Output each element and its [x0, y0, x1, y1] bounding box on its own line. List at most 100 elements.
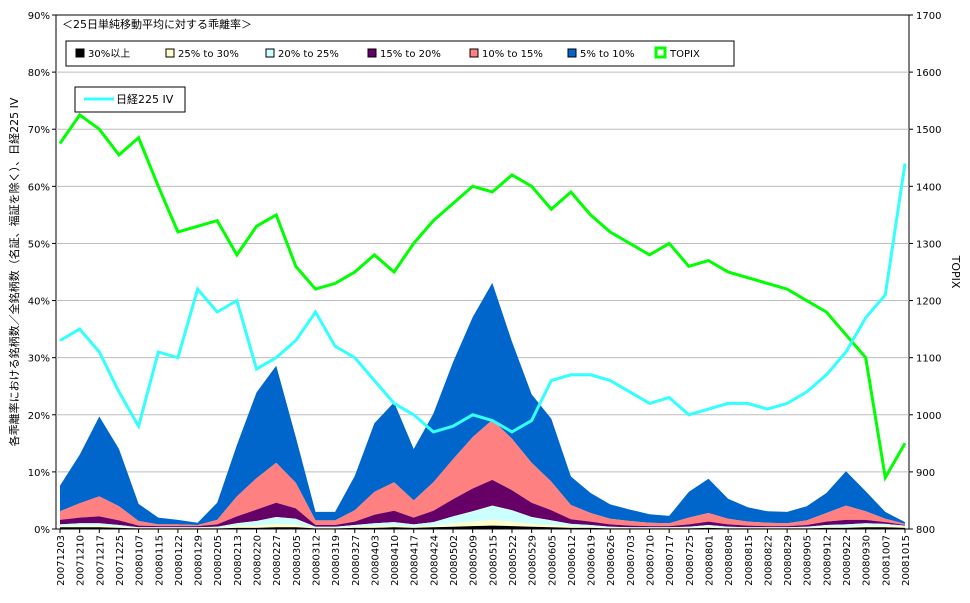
legend-box	[65, 40, 735, 67]
stacked-areas	[60, 282, 905, 529]
x-tick-label: 20080815	[744, 535, 755, 586]
right-tick-label: 1400	[916, 182, 941, 193]
right-tick-label: 800	[916, 525, 935, 536]
x-tick-label: 20080227	[272, 535, 283, 586]
x-tick-label: 20080220	[253, 535, 264, 586]
y-axis-left-label: 各乖離率における銘柄数／全銘柄数（名証、福証を除く）、日経225 IV	[7, 97, 21, 446]
x-tick-label: 20080410	[390, 535, 401, 586]
left-tick-label: 80%	[28, 68, 50, 79]
legend-swatch	[567, 48, 577, 58]
x-tick-label: 20080626	[606, 535, 617, 586]
area-15-to-20-	[60, 479, 905, 528]
x-tick-label: 20071225	[115, 535, 126, 586]
area-10-to-15-	[60, 419, 905, 527]
chart-title: ＜25日単純移動平均に対する乖離率＞	[62, 17, 252, 31]
x-tick-label: 20080327	[351, 535, 362, 586]
right-tick-label: 900	[916, 468, 935, 479]
right-tick-label: 1000	[916, 411, 941, 422]
x-tick-label: 20081007	[881, 535, 892, 586]
x-tick-label: 20080417	[410, 535, 421, 586]
legend-swatch	[165, 48, 175, 58]
legend-label: 25% to 30%	[178, 49, 239, 60]
legend-label: 日経225 IV	[116, 93, 174, 106]
x-tick-label: 20071203	[56, 535, 67, 586]
x-tick-label: 20080213	[233, 535, 244, 586]
x-tick-label: 20080509	[469, 535, 480, 586]
area-30-	[60, 525, 905, 529]
legend-swatch	[469, 48, 479, 58]
x-axis: 20071203 20071210 20071217 20071225 20080107…	[56, 529, 912, 586]
x-tick-label: 20080922	[842, 535, 853, 586]
x-tick-label: 20071210	[76, 535, 87, 586]
x-tick-label: 20080801	[705, 535, 716, 586]
x-tick-label: 20071217	[95, 535, 106, 586]
x-tick-label: 20080710	[646, 535, 657, 586]
x-tick-label: 20080205	[213, 535, 224, 586]
x-tick-label: 20080717	[665, 535, 676, 586]
x-tick-label: 20080522	[508, 535, 519, 586]
left-tick-label: 30%	[28, 354, 50, 365]
legend-label: 15% to 20%	[380, 49, 441, 60]
left-tick-label: 40%	[28, 297, 50, 308]
legend-label: 5% to 10%	[580, 49, 635, 60]
iv-line	[59, 163, 907, 434]
legend-label: 10% to 15%	[482, 49, 543, 60]
legend: 30%以上 25% to 30% 20% to 25% 15% to 20% 10% t…	[65, 40, 735, 67]
legend-iv: 日経225 IV	[74, 86, 186, 113]
x-tick-label: 20080312	[312, 535, 323, 586]
left-tick-label: 20%	[28, 411, 50, 422]
legend-swatch	[265, 48, 275, 58]
left-tick-label: 50%	[28, 239, 50, 250]
topix-line	[58, 112, 907, 483]
left-tick-label: 0%	[34, 525, 50, 536]
x-tick-label: 20080829	[783, 535, 794, 586]
legend-label: 30%以上	[88, 48, 130, 60]
x-tick-label: 20080912	[822, 535, 833, 586]
x-tick-label: 20080930	[862, 535, 873, 586]
left-tick-label: 90%	[28, 11, 50, 22]
legend-label: 20% to 25%	[278, 49, 339, 60]
x-tick-label: 20080619	[587, 535, 598, 586]
area-5-to-10-	[60, 282, 905, 525]
legend-swatch	[75, 48, 85, 58]
left-tick-label: 70%	[28, 125, 50, 136]
right-tick-label: 1300	[916, 239, 941, 250]
line-series	[58, 112, 907, 483]
area-25-to-30-	[60, 519, 905, 529]
right-axis: 800 900 1000 1100 1200 1300 1400 1500 1600 1700	[909, 11, 941, 536]
right-tick-label: 1700	[916, 11, 941, 22]
x-tick-label: 20080822	[763, 535, 774, 586]
x-tick-label: 20080905	[803, 535, 814, 586]
left-axis: 0% 10% 20% 30% 40% 50% 60% 70% 80% 90%	[28, 11, 56, 536]
x-tick-label: 20080502	[449, 535, 460, 586]
right-tick-label: 1500	[916, 125, 941, 136]
x-tick-label: 20080115	[154, 535, 165, 586]
gridlines	[56, 71, 909, 473]
area-20-to-25-	[60, 505, 905, 528]
right-tick-label: 1200	[916, 297, 941, 308]
x-tick-label: 20080529	[528, 535, 539, 586]
right-tick-label: 1600	[916, 68, 941, 79]
x-tick-label: 20080808	[724, 535, 735, 586]
x-tick-label: 20080725	[685, 535, 696, 586]
x-tick-label: 20080605	[547, 535, 558, 586]
x-tick-label: 20080107	[135, 535, 146, 586]
x-tick-label: 20080424	[429, 535, 440, 586]
x-tick-label: 20081015	[901, 535, 912, 586]
x-tick-label: 20080305	[292, 535, 303, 586]
x-tick-label: 20080403	[370, 535, 381, 586]
left-tick-label: 60%	[28, 182, 50, 193]
x-tick-label: 20080703	[626, 535, 637, 586]
legend-swatch	[367, 48, 377, 58]
x-tick-label: 20080612	[567, 535, 578, 586]
x-tick-label: 20080515	[488, 535, 499, 586]
y-axis-right-label: TOPIX	[949, 255, 962, 289]
legend-swatch	[654, 46, 667, 59]
x-tick-label: 20080122	[174, 535, 185, 586]
x-tick-label: 20080129	[194, 535, 205, 586]
legend-label: TOPIX	[669, 49, 700, 60]
left-tick-label: 10%	[28, 468, 50, 479]
x-tick-label: 20080319	[331, 535, 342, 586]
right-tick-label: 1100	[916, 354, 941, 365]
